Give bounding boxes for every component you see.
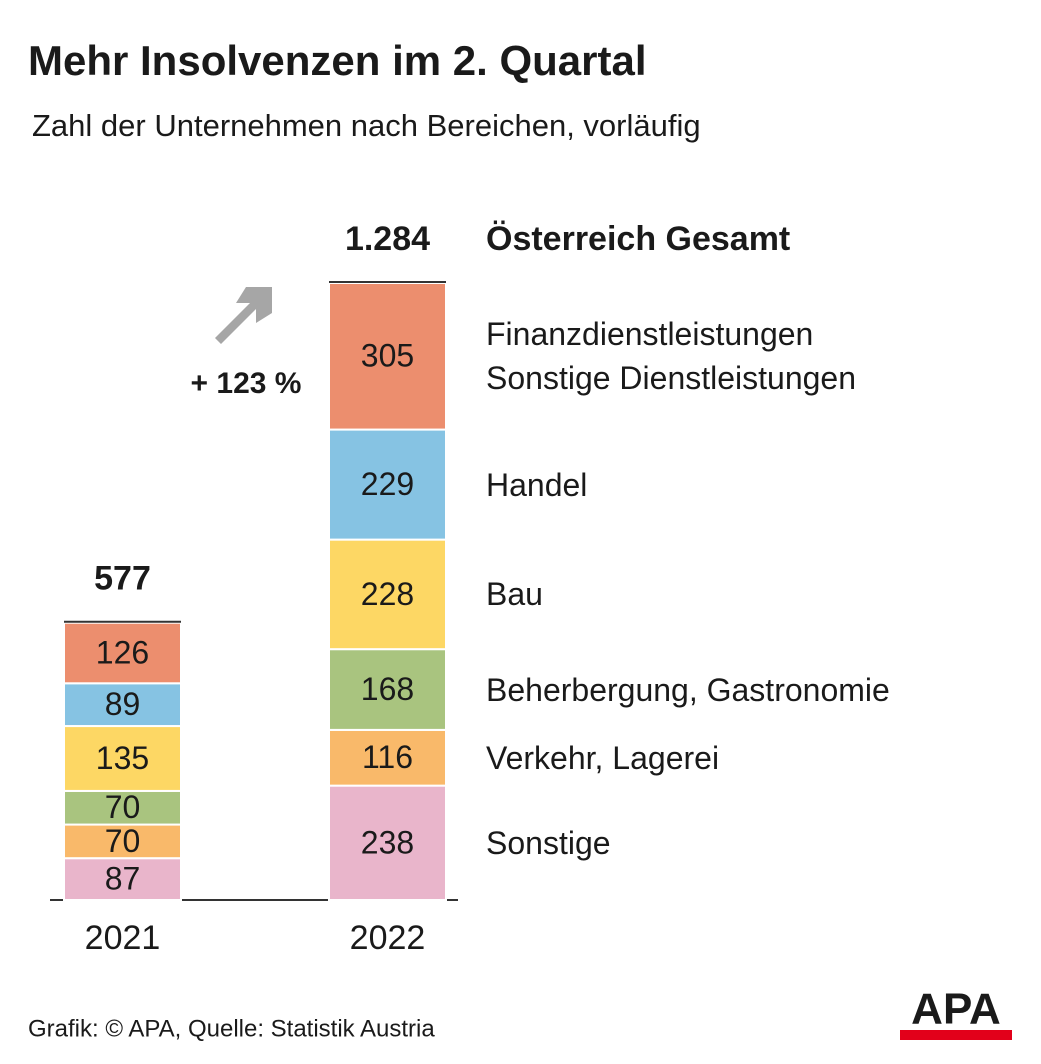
bar-segment: [63, 682, 182, 728]
total-label: 577: [94, 560, 151, 598]
legend-label: Verkehr, Lagerei: [486, 739, 720, 776]
logo: APA: [911, 985, 1001, 1034]
legend-label: Beherbergung, Gastronomie: [486, 671, 890, 708]
x-tick-label: 2022: [350, 919, 426, 957]
value-label: 70: [105, 823, 141, 859]
source: Grafik: © APA, Quelle: Statistik Austria: [28, 1015, 435, 1042]
value-label: 89: [105, 686, 141, 722]
legend-label: Finanzdienstleistungen Sonstige Dienstle…: [486, 316, 857, 397]
value-label: 87: [105, 861, 141, 897]
arrow-icon: [215, 287, 272, 344]
value-label: 126: [96, 634, 149, 670]
bar-segment: [63, 823, 182, 860]
total-label: 1.284: [345, 220, 430, 258]
value-label: 229: [361, 466, 414, 502]
chart-subtitle: Zahl der Unternehmen nach Bereichen, vor…: [32, 108, 701, 143]
chart-title: Mehr Insolvenzen im 2. Quartal: [28, 37, 647, 84]
legend-label: Bau: [486, 576, 543, 613]
value-label: 116: [362, 739, 413, 775]
bar-segment: [328, 282, 447, 431]
bar-segment: [328, 784, 447, 902]
value-label: 238: [361, 824, 414, 860]
value-label: 228: [361, 576, 414, 612]
legend-label: Handel: [486, 466, 588, 503]
total-name: Österreich Gesamt: [486, 220, 790, 258]
annotation: + 123 %: [191, 367, 302, 400]
logo-bar: [900, 1030, 1012, 1040]
legend-label: Sonstige: [486, 824, 611, 861]
value-label: 305: [361, 338, 414, 374]
bar-segment: [328, 428, 447, 541]
value-label: 168: [361, 671, 414, 707]
value-label: 135: [96, 740, 149, 776]
value-label: 70: [105, 789, 141, 825]
x-tick-label: 2021: [85, 919, 161, 957]
bar-segment: [63, 621, 182, 685]
